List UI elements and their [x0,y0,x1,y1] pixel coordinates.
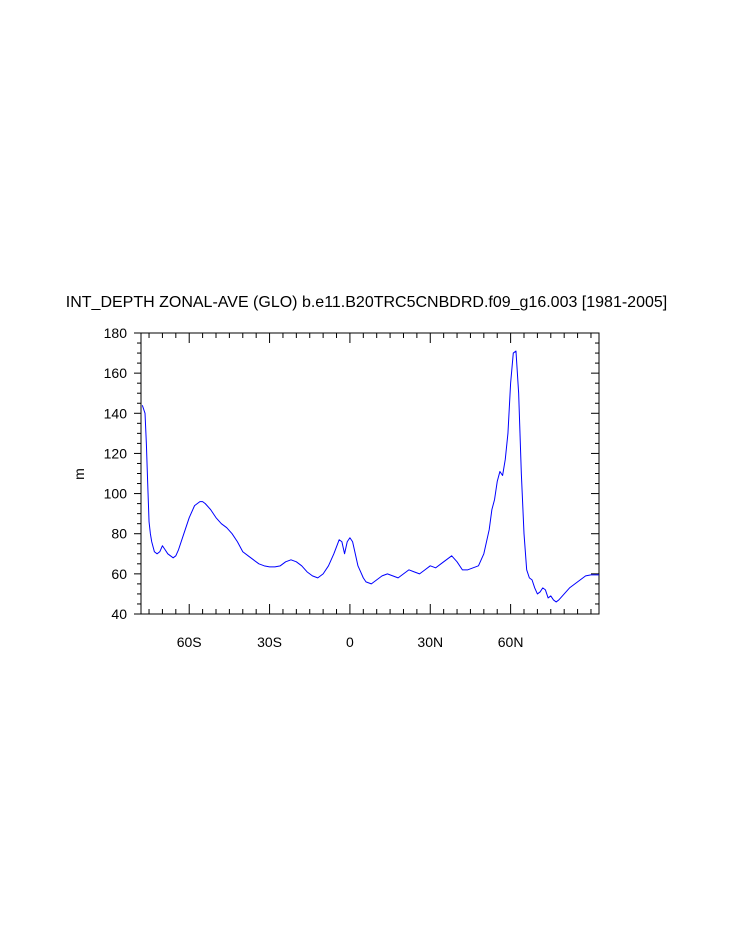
y-tick-label: 40 [111,606,127,622]
y-tick-label: 100 [104,486,128,502]
y-tick-label: 80 [111,526,127,542]
chart-title: INT_DEPTH ZONAL-AVE (GLO) b.e11.B20TRC5C… [65,294,668,311]
y-axis-label: m [71,468,87,480]
plot-frame [140,332,600,615]
x-tick-label: 60S [177,634,202,650]
y-tick-label: 180 [104,325,128,341]
x-tick-label: 30S [257,634,282,650]
x-tick-label: 0 [346,634,354,650]
series-line [141,350,599,603]
y-tick-label: 60 [111,566,127,582]
y-tick-label: 160 [104,365,128,381]
x-axis-tick-labels: 60S 30S 0 30N 60N [177,634,524,650]
y-tick-label: 120 [104,445,128,461]
y-axis-ticks [134,332,599,615]
x-tick-label: 60N [498,634,524,650]
series-layer [141,350,599,603]
x-tick-label: 30N [417,634,443,650]
x-axis-ticks [148,333,592,614]
y-tick-label: 140 [104,405,128,421]
y-axis-tick-labels: 40 60 80 100 120 140 160 180 [104,325,128,622]
